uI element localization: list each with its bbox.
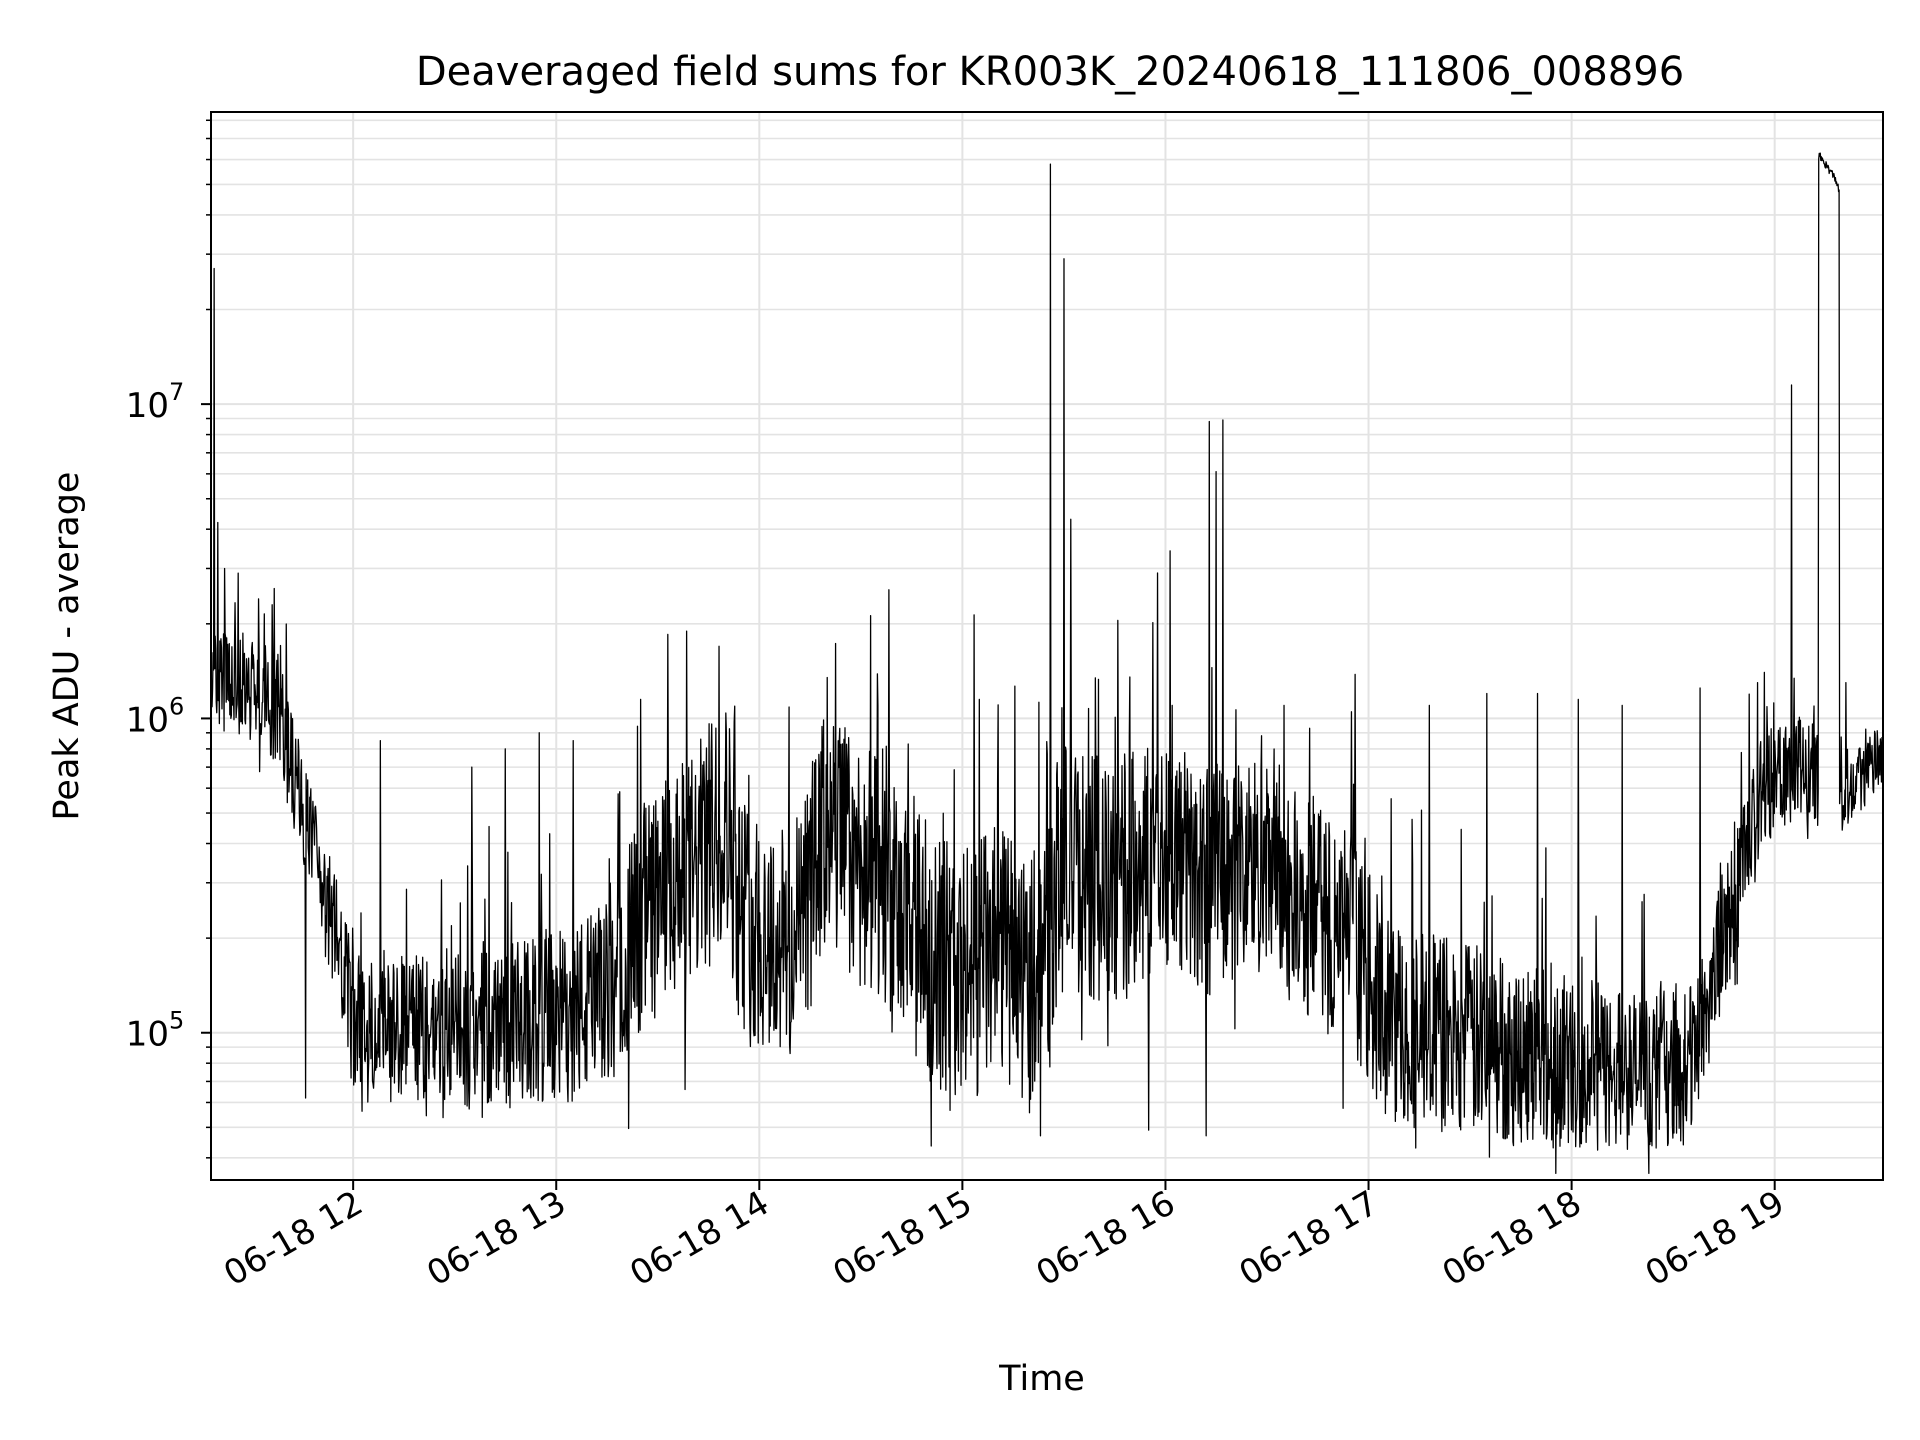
chart-title: Deaveraged field sums for KR003K_2024061… [416, 49, 1684, 95]
y-tick-label: 10 6 [126, 692, 185, 740]
y-axis-label: Peak ADU - average [47, 472, 87, 821]
y-tick-base: 10 [126, 700, 169, 740]
y-tick-exponent: 7 [169, 378, 184, 406]
y-tick-label: 10 7 [126, 378, 185, 426]
y-tick-label: 10 5 [126, 1007, 185, 1055]
x-axis-label: Time [998, 1359, 1085, 1399]
y-tick-base: 10 [126, 1015, 169, 1055]
y-tick-exponent: 5 [169, 1007, 184, 1035]
y-tick-base: 10 [126, 386, 169, 426]
series-line [210, 152, 1884, 1174]
series-layer [210, 152, 1884, 1174]
plot-frame [210, 111, 1884, 1181]
y-tick-exponent: 6 [169, 692, 184, 720]
